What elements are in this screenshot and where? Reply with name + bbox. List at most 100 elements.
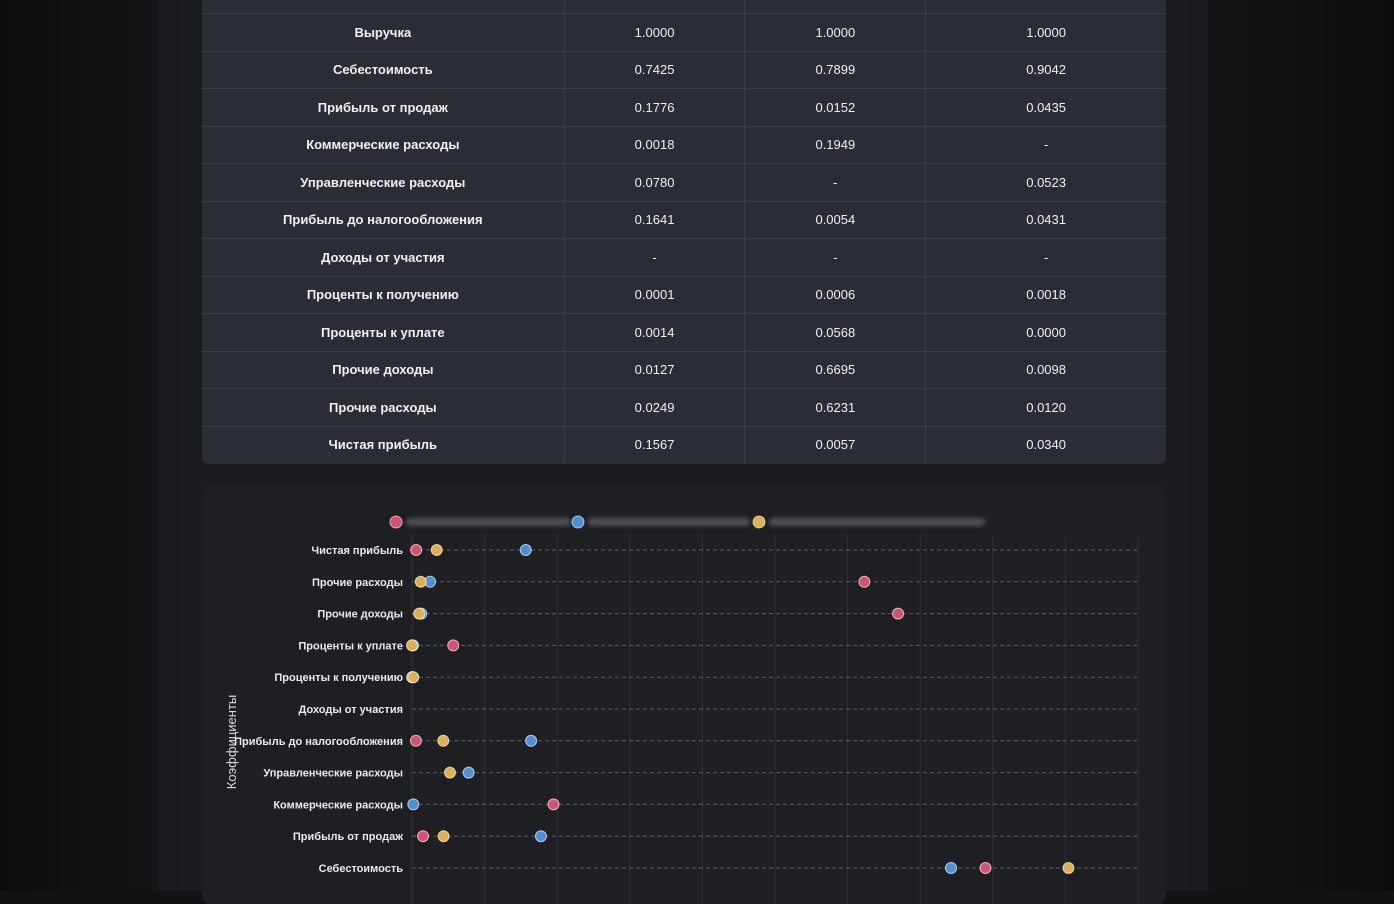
data-point <box>414 575 427 588</box>
data-point <box>525 734 538 747</box>
row-value-1: 0.1641 <box>564 201 746 239</box>
data-point <box>437 830 450 843</box>
row-value-1: 0.0249 <box>564 388 746 427</box>
category-label: Прибыль до налогообложения <box>234 736 403 748</box>
row-label: Себестоимость <box>202 51 565 89</box>
data-point <box>410 544 423 556</box>
row-label: Прочие расходы <box>202 388 565 427</box>
data-point <box>462 766 475 779</box>
row-value-1: 0.1776 <box>564 88 746 127</box>
row-value-3: 0.0523 <box>925 163 1166 202</box>
data-point <box>1062 862 1075 874</box>
row-label: Выручка <box>202 13 565 52</box>
table-row: Прибыль до налогообложения 0.1641 0.0054 0.… <box>202 201 1166 239</box>
data-point <box>413 607 426 620</box>
table-header-row-partial <box>202 0 1166 14</box>
row-value-3: 0.0435 <box>925 88 1166 127</box>
data-point <box>437 734 450 747</box>
category-label: Прочие расходы <box>312 577 403 589</box>
row-value-1: 0.0014 <box>564 313 746 352</box>
row-value-2: 0.0006 <box>744 276 927 314</box>
row-label: Прибыль до налогообложения <box>202 201 565 239</box>
row-value-2: - <box>744 238 927 277</box>
row-value-3: 0.0098 <box>925 351 1166 389</box>
data-point <box>858 575 871 588</box>
row-label: Коммерческие расходы <box>202 126 565 164</box>
category-label: Управленческие расходы <box>263 768 403 780</box>
table-row: Прибыль от продаж 0.1776 0.0152 0.0435 <box>202 88 1166 127</box>
row-value-2: 0.0152 <box>744 88 927 127</box>
dot-chart: Чистая прибыль Прочие расходы Прочие доход… <box>224 515 1139 904</box>
row-value-1: 0.1567 <box>564 426 746 463</box>
row-value-2: - <box>744 163 927 202</box>
row-value-1: 0.0127 <box>564 351 746 389</box>
data-point <box>409 734 422 747</box>
data-point <box>417 830 430 843</box>
table-row: Выручка 1.0000 1.0000 1.0000 <box>202 13 1166 52</box>
table-row: Проценты к получению 0.0001 0.0006 0.0018 <box>202 276 1166 314</box>
row-value-2: 0.0057 <box>744 426 927 463</box>
table-row: Управленческие расходы 0.0780-0.0523 <box>202 163 1166 202</box>
table-row: Коммерческие расходы 0.0018 0.1949- <box>202 126 1166 164</box>
data-point <box>534 830 547 843</box>
legend-label-redacted <box>406 518 571 526</box>
row-label: Проценты к уплате <box>202 313 565 352</box>
category-label: Прочие доходы <box>317 609 403 621</box>
row-label: Прочие доходы <box>202 351 565 389</box>
data-point <box>447 639 460 652</box>
row-value-1: 0.7425 <box>564 51 746 89</box>
coefficients-table-card: Выручка 1.0000 1.0000 1.0000 Себестоимость 0.… <box>202 0 1166 464</box>
coefficients-table: Выручка 1.0000 1.0000 1.0000 Себестоимость 0.… <box>202 0 1166 463</box>
category-label: Доходы от участия <box>299 704 403 716</box>
row-value-3: - <box>925 238 1166 277</box>
table-row: Прочие расходы 0.0249 0.6231 0.0120 <box>202 388 1166 427</box>
legend-marker <box>571 515 585 529</box>
legend-marker <box>389 515 403 529</box>
row-value-2: 0.0054 <box>744 201 927 239</box>
row-label: Проценты к получению <box>202 276 565 314</box>
data-point <box>407 671 420 684</box>
row-label: Чистая прибыль <box>202 426 565 463</box>
table-row: Проценты к уплате 0.0014 0.0568 0.0000 <box>202 313 1166 352</box>
category-label: Себестоимость <box>319 863 404 875</box>
row-value-3: 1.0000 <box>925 13 1166 52</box>
row-value-2: 0.7899 <box>744 51 927 89</box>
data-point <box>407 798 420 811</box>
row-value-2: 0.0568 <box>744 313 927 352</box>
row-value-1: 0.0001 <box>564 276 746 314</box>
legend-marker <box>752 515 766 529</box>
row-value-2: 1.0000 <box>744 13 927 52</box>
data-point <box>443 766 456 779</box>
row-value-3: 0.9042 <box>925 51 1166 89</box>
data-point <box>406 639 418 652</box>
row-value-3: 0.0000 <box>925 313 1166 352</box>
category-label: Коммерческие расходы <box>273 799 403 811</box>
legend-label-redacted <box>588 518 750 526</box>
row-value-1: 1.0000 <box>564 13 746 52</box>
left-backdrop <box>0 0 158 891</box>
dot-chart-card: Чистая прибыль Прочие расходы Прочие доход… <box>202 484 1166 904</box>
row-value-3: 0.0431 <box>925 201 1166 239</box>
row-value-3: 0.0340 <box>1026 437 1066 453</box>
row-value-1: - <box>564 238 746 277</box>
data-point <box>945 862 958 874</box>
row-value-1: 0.0018 <box>564 126 746 164</box>
row-value-2: 0.6231 <box>744 388 927 427</box>
data-point <box>547 798 560 811</box>
row-label: Прибыль от продаж <box>202 88 565 127</box>
right-backdrop <box>1208 0 1394 891</box>
table-row: Прочие доходы 0.0127 0.6695 0.0098 <box>202 351 1166 389</box>
row-value-2: 0.6695 <box>744 351 927 389</box>
row-value-2: 0.1949 <box>744 126 927 164</box>
table-row: Чистая прибыль 0.1567 0.0057 0.0340 <box>202 426 1166 463</box>
row-label: Доходы от участия <box>202 238 565 277</box>
data-point <box>892 607 905 620</box>
category-label: Проценты к получению <box>274 672 403 684</box>
data-point <box>430 544 443 556</box>
row-label: Управленческие расходы <box>202 163 565 202</box>
row-value-3: - <box>925 126 1166 164</box>
row-value-1: 0.0780 <box>564 163 746 202</box>
data-point <box>519 544 532 556</box>
table-row: Доходы от участия - - - <box>202 238 1166 277</box>
data-point <box>979 862 992 874</box>
